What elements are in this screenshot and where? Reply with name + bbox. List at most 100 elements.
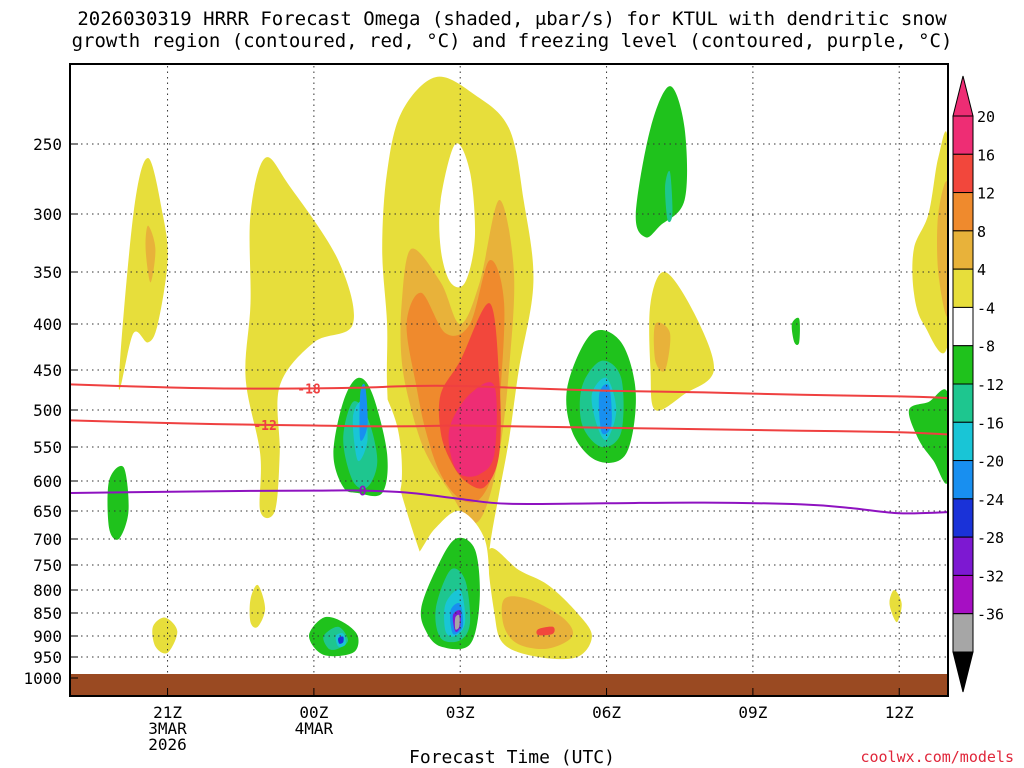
colorbar-label-1: 16 bbox=[977, 146, 995, 164]
y-tick-label-400: 400 bbox=[33, 315, 62, 334]
colorbar-label-11: -28 bbox=[977, 529, 1004, 547]
omega-region-magenta-core bbox=[448, 382, 497, 477]
colorbar-swatch-9 bbox=[952, 460, 974, 500]
colorbar-bottom-arrow bbox=[952, 651, 974, 693]
x-tick-label-30-0: 06Z bbox=[592, 703, 621, 722]
colorbar-swatch-2 bbox=[952, 192, 974, 232]
y-tick-label-800: 800 bbox=[33, 581, 62, 600]
title-line-1: 2026030319 HRRR Forecast Omega (shaded, … bbox=[77, 8, 947, 30]
colorbar-swatch-5 bbox=[952, 306, 974, 347]
omega-region-gray-low-center bbox=[454, 614, 460, 630]
colorbar-swatch-11 bbox=[952, 536, 974, 576]
colorbar-swatch-4 bbox=[952, 268, 974, 308]
y-tick-label-300: 300 bbox=[33, 205, 62, 224]
colorbar-swatch-6 bbox=[952, 345, 974, 385]
y-tick-label-600: 600 bbox=[33, 472, 62, 491]
omega-region-teal-upper-right bbox=[635, 86, 688, 238]
terrain-bar bbox=[70, 674, 948, 696]
colorbar-top-arrow bbox=[952, 75, 974, 117]
contour-dendritic-bottom bbox=[70, 419, 948, 436]
omega-region-green-small-f bbox=[781, 424, 823, 500]
colorbar-swatch-0 bbox=[952, 115, 974, 155]
contour-label-dendritic-top: -18 bbox=[297, 382, 321, 397]
grid-lines bbox=[70, 66, 948, 674]
y-tick-label-250: 250 bbox=[33, 135, 62, 154]
omega-region-green-right-low bbox=[937, 543, 948, 593]
chart-title: 2026030319 HRRR Forecast Omega (shaded, … bbox=[0, 8, 1024, 52]
omega-region-cyan-dot-upper-right bbox=[665, 170, 673, 223]
omega-region-green-small-h bbox=[786, 621, 833, 651]
omega-region-green-small-e bbox=[709, 538, 729, 581]
y-tick-label-950: 950 bbox=[33, 648, 62, 667]
y-tick-label-500: 500 bbox=[33, 401, 62, 420]
colorbar: 20 16 12 8 4 -4 -8 -12 -16 -20 -24 -28 -32 -36 bbox=[952, 75, 1004, 693]
omega-region-red-dot-lower-mid bbox=[536, 626, 555, 636]
contour-dendritic-top bbox=[70, 383, 948, 399]
colorbar-label-9: -20 bbox=[977, 453, 1004, 471]
omega-region-teal-left-low bbox=[107, 465, 129, 540]
omega-region-green-small-b bbox=[611, 474, 637, 520]
colorbar-swatch-13 bbox=[952, 613, 974, 653]
omega-region-teal-right-edge bbox=[908, 389, 948, 484]
colorbar-swatch-1 bbox=[952, 153, 974, 194]
y-tick-label-1000: 1000 bbox=[23, 669, 62, 688]
colorbar-label-6: -8 bbox=[977, 338, 995, 356]
x-tick-label-27-0: 03Z bbox=[446, 703, 475, 722]
x-tick-label-24-0: 00Z bbox=[299, 703, 328, 722]
colorbar-label-8: -16 bbox=[977, 414, 1004, 432]
x-tick-label-33-0: 09Z bbox=[738, 703, 767, 722]
omega-region-yellow-wedge bbox=[245, 157, 354, 519]
x-tick-label-36-0: 12Z bbox=[885, 703, 914, 722]
contour-label-dendritic-bottom: -12 bbox=[253, 419, 276, 434]
credit-link[interactable]: coolwx.com/models bbox=[860, 748, 1014, 766]
y-tick-label-750: 750 bbox=[33, 556, 62, 575]
y-tick-label-350: 350 bbox=[33, 263, 62, 282]
plot-frame bbox=[69, 63, 949, 697]
omega-region-orange-right-upper bbox=[653, 322, 671, 372]
temperature-contours: -18 -12 0 bbox=[70, 382, 948, 515]
x-tick-label-24-1: 4MAR bbox=[295, 719, 334, 738]
colorbar-swatch-7 bbox=[952, 383, 974, 423]
colorbar-label-0: 20 bbox=[977, 108, 995, 126]
x-tick-label-21-2: 2026 bbox=[148, 735, 187, 754]
y-tick-label-550: 550 bbox=[33, 438, 62, 457]
omega-region-orange-upper-left bbox=[145, 225, 156, 283]
omega-region-purple-low-left bbox=[338, 636, 344, 644]
omega-region-green-small-g bbox=[840, 522, 861, 574]
colorbar-label-3: 8 bbox=[977, 223, 986, 241]
y-tick-label-900: 900 bbox=[33, 627, 62, 646]
colorbar-swatch-10 bbox=[952, 498, 974, 538]
colorbar-label-12: -32 bbox=[977, 567, 1004, 585]
colorbar-swatch-8 bbox=[952, 421, 974, 462]
y-tick-label-450: 450 bbox=[33, 361, 62, 380]
contour-label-freezing-level: 0 bbox=[359, 485, 367, 500]
colorbar-label-7: -12 bbox=[977, 376, 1004, 394]
omega-region-yellow-far-right-small bbox=[889, 590, 902, 623]
omega-region-teal-dot-09z bbox=[791, 317, 800, 346]
colorbar-label-5: -4 bbox=[977, 299, 995, 317]
omega-shading bbox=[89, 64, 948, 663]
y-tick-label-850: 850 bbox=[33, 604, 62, 623]
colorbar-label-2: 12 bbox=[977, 185, 995, 203]
colorbar-swatch-12 bbox=[952, 574, 974, 615]
omega-region-green-small-d bbox=[669, 493, 685, 534]
colorbar-label-4: 4 bbox=[977, 261, 986, 279]
omega-region-yellow-hole bbox=[439, 143, 476, 288]
y-axis: 250 300 350 400 450 500 550 600 650 700 750 800 850 9… bbox=[23, 135, 78, 688]
omega-region-yellow-far-right bbox=[912, 131, 948, 354]
x-tick-label-21-1: 3MAR bbox=[148, 719, 187, 738]
omega-region-orange-far-right bbox=[937, 181, 948, 317]
contour-freezing-level bbox=[70, 489, 948, 515]
omega-region-yellow-right-upper bbox=[649, 271, 715, 411]
y-tick-label-650: 650 bbox=[33, 502, 62, 521]
omega-region-navy-06z bbox=[598, 384, 612, 435]
colorbar-label-13: -36 bbox=[977, 606, 1004, 624]
omega-region-yellow-upper-left bbox=[118, 158, 168, 390]
y-tick-label-700: 700 bbox=[33, 530, 62, 549]
colorbar-swatch-3 bbox=[952, 230, 974, 270]
colorbar-label-10: -24 bbox=[977, 491, 1004, 509]
x-axis-label: Forecast Time (UTC) bbox=[409, 747, 615, 768]
x-tick-label-21-0: 21Z bbox=[153, 703, 182, 722]
